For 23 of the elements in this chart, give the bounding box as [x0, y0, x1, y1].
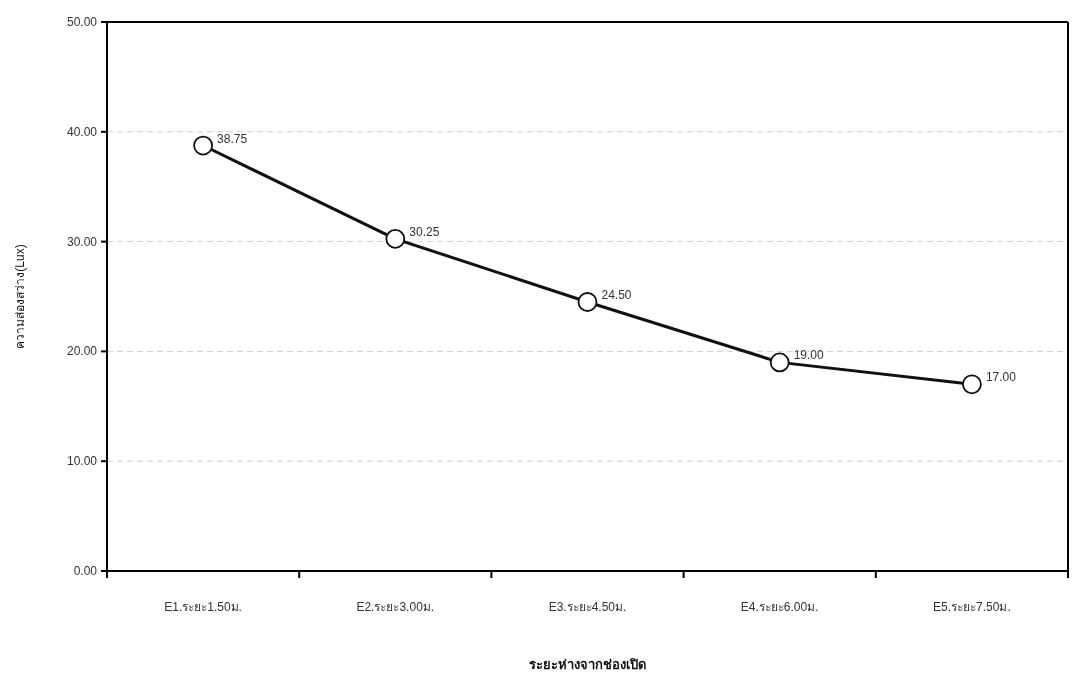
point: [193, 135, 213, 156]
y-tick-label: 30.00: [66, 234, 98, 249]
data-label: 38.75: [217, 131, 248, 146]
y-tick-label: 20.00: [66, 344, 98, 359]
x-tick-label: E2.ระยะ3.00ม.: [356, 600, 435, 614]
point: [577, 292, 598, 312]
data-label: 19.00: [793, 348, 825, 363]
data-label: 17.00: [985, 370, 1017, 385]
point: [769, 352, 790, 373]
y-axis-title: ความส่องสว่าง(Lux): [13, 244, 27, 349]
x-axis-title: ระยะห่างจากช่องเปิด: [529, 657, 646, 672]
data-label: 30.25: [409, 224, 440, 239]
y-tick-label: 40.00: [66, 124, 98, 139]
x-tick-label: E3.ระยะ4.50ม.: [548, 600, 627, 614]
y-tick-label: 50.00: [66, 15, 98, 29]
y-tick-label: 10.00: [66, 454, 98, 469]
point: [962, 374, 982, 395]
x-tick-label: E1.ระยะ1.50ม.: [164, 600, 242, 614]
point: [385, 228, 406, 249]
y-tick-label: 0.00: [73, 564, 98, 578]
x-tick-label: E4.ระยะ6.00ม.: [740, 600, 819, 614]
x-tick-label: E5.ระยะ7.50ม.: [933, 600, 1011, 614]
data-label: 24.50: [601, 287, 632, 302]
